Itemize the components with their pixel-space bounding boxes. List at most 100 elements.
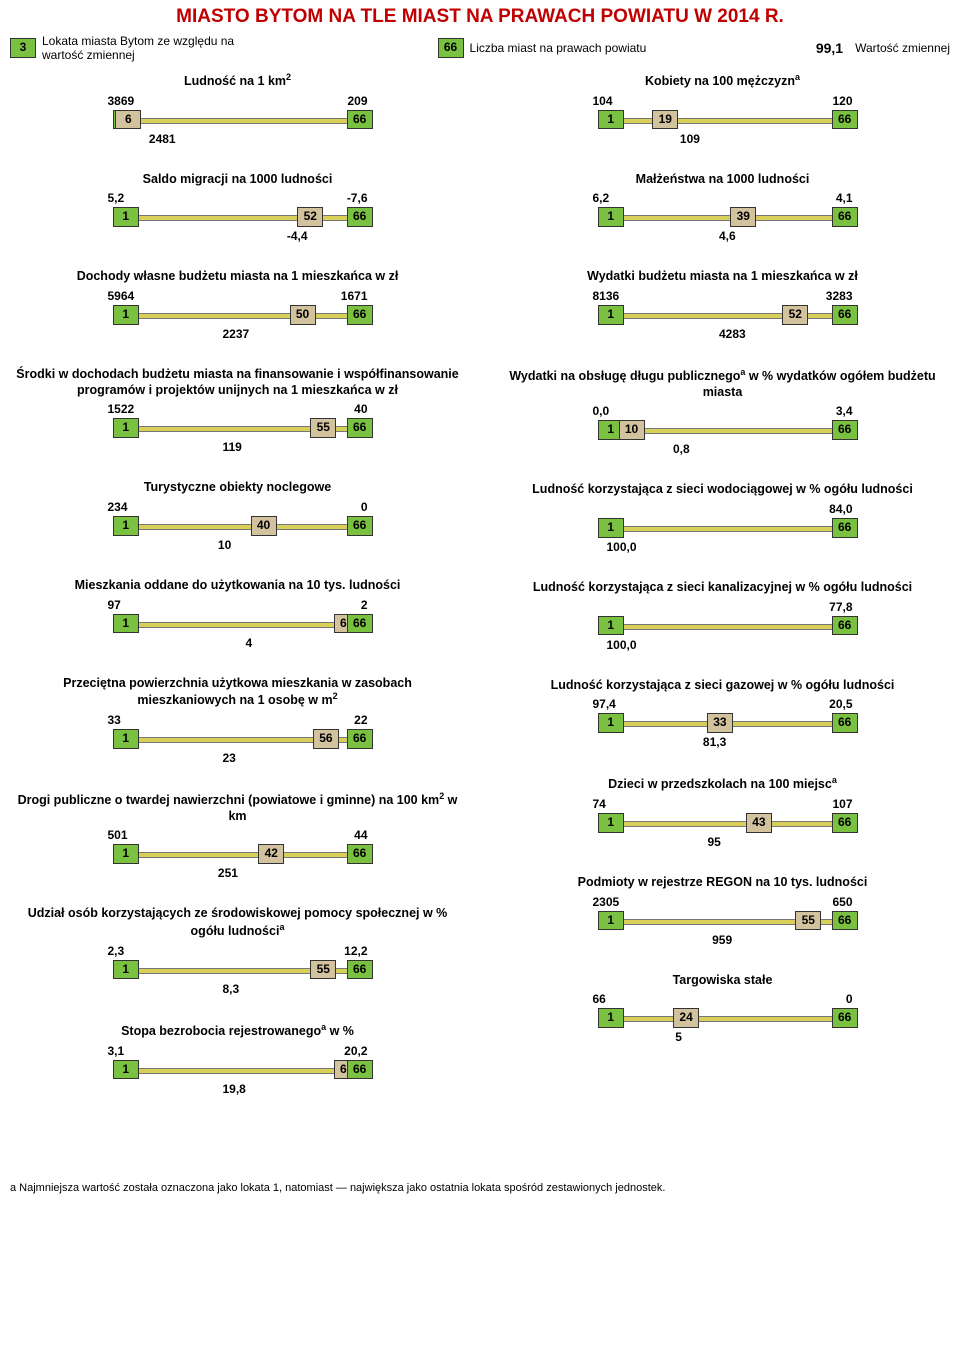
indicator: Targowiska stałe660124665 [495, 973, 950, 1045]
value-min: -7,6 [347, 191, 368, 205]
rank-box: 43 [746, 813, 772, 833]
value-mid: 8,3 [108, 982, 368, 996]
value-max: 3869 [108, 94, 135, 108]
rank-end-box: 66 [832, 110, 858, 130]
value-min: 84,0 [829, 502, 852, 516]
rank-end-box: 66 [832, 713, 858, 733]
rank-start-box: 1 [598, 518, 624, 538]
value-max: 234 [108, 500, 128, 514]
indicator-title: Dochody własne budżetu miasta na 1 miesz… [10, 269, 465, 285]
rank-start-box: 1 [598, 713, 624, 733]
value-mid: 2237 [108, 327, 368, 341]
rank-box: 55 [795, 911, 821, 931]
indicator-title: Ludność korzystająca z sieci kanalizacyj… [495, 580, 950, 596]
value-max: 97,4 [593, 697, 616, 711]
indicator-title: Saldo migracji na 1000 ludności [10, 172, 465, 188]
rank-box: 55 [310, 960, 336, 980]
value-mid: 959 [593, 933, 853, 947]
indicator: Małżeństwa na 1000 ludności6,24,1139664,… [495, 172, 950, 244]
rank-start-box: 1 [598, 110, 624, 130]
rank-start-box: 1 [113, 729, 139, 749]
value-mid: 0,8 [593, 442, 853, 456]
rank-start-box: 1 [598, 305, 624, 325]
indicator-title: Ludność korzystająca z sieci wodociągowe… [495, 482, 950, 498]
rank-box: 52 [782, 305, 808, 325]
value-max: 5964 [108, 289, 135, 303]
value-min: 22 [354, 713, 367, 727]
value-mid: 119 [108, 440, 368, 454]
indicator: Ludność korzystająca z sieci gazowej w %… [495, 678, 950, 750]
value-max: 6,2 [593, 191, 610, 205]
indicator-title: Ludność korzystająca z sieci gazowej w %… [495, 678, 950, 694]
value-max: 66 [593, 992, 606, 1006]
rank-box: 50 [290, 305, 316, 325]
value-max: 1522 [108, 402, 135, 416]
rank-start-box: 1 [598, 813, 624, 833]
value-min: 120 [832, 94, 852, 108]
indicator: Udział osób korzystających ze środowisko… [10, 906, 465, 995]
legend-row: 3 Lokata miasta Bytom ze względu na wart… [10, 34, 950, 62]
rank-end-box: 66 [832, 420, 858, 440]
value-mid: 4,6 [593, 229, 853, 243]
rank-end-box: 66 [832, 305, 858, 325]
rank-end-box: 66 [832, 207, 858, 227]
value-mid: 19,8 [108, 1082, 368, 1096]
rank-box: 52 [297, 207, 323, 227]
indicator-title: Udział osób korzystających ze środowisko… [10, 906, 465, 939]
indicator-title: Targowiska stałe [495, 973, 950, 989]
legend-value: 99,1 [816, 40, 843, 56]
left-column: Ludność na 1 km2386920916662481Saldo mig… [10, 72, 465, 1122]
indicator: Ludność na 1 km2386920916662481 [10, 72, 465, 146]
indicator: Wydatki na obsługę długu publicznegoa w … [495, 367, 950, 456]
value-max: 2305 [593, 895, 620, 909]
value-max: 104 [593, 94, 613, 108]
indicator: Dochody własne budżetu miasta na 1 miesz… [10, 269, 465, 341]
rank-end-box: 66 [347, 418, 373, 438]
indicator: Podmioty w rejestrze REGON na 10 tys. lu… [495, 875, 950, 947]
rank-start-box: 1 [598, 616, 624, 636]
indicator: Wydatki budżetu miasta na 1 mieszkańca w… [495, 269, 950, 341]
rank-end-box: 66 [347, 207, 373, 227]
value-max: 0,0 [593, 404, 610, 418]
indicator-title: Wydatki na obsługę długu publicznegoa w … [495, 367, 950, 400]
indicator-title: Mieszkania oddane do użytkowania na 10 t… [10, 578, 465, 594]
value-min: 209 [347, 94, 367, 108]
indicator-title: Stopa bezrobocia rejestrowanegoa w % [10, 1022, 465, 1040]
value-mid: 23 [108, 751, 368, 765]
value-min: 3,4 [836, 404, 853, 418]
value-min: 3283 [826, 289, 853, 303]
value-min: 0 [846, 992, 853, 1006]
indicator: Kobiety na 100 mężczyzna10412011966109 [495, 72, 950, 146]
value-min: 20,2 [344, 1044, 367, 1058]
rank-end-box: 66 [347, 614, 373, 634]
rank-box: 55 [310, 418, 336, 438]
rank-end-box: 66 [347, 729, 373, 749]
rank-box: 10 [619, 420, 645, 440]
rank-start-box: 1 [113, 305, 139, 325]
rank-end-box: 66 [832, 1008, 858, 1028]
legend-total-box: 66 [438, 38, 464, 58]
value-max: 97 [108, 598, 121, 612]
rank-end-box: 66 [347, 960, 373, 980]
indicator: Ludność korzystająca z sieci wodociągowe… [495, 482, 950, 554]
value-mid: 4283 [593, 327, 853, 341]
rank-end-box: 66 [347, 1060, 373, 1080]
value-min: 650 [832, 895, 852, 909]
indicator-title: Małżeństwa na 1000 ludności [495, 172, 950, 188]
value-min: 20,5 [829, 697, 852, 711]
value-mid: 100,0 [593, 540, 853, 554]
rank-box: 24 [673, 1008, 699, 1028]
indicator: Dzieci w przedszkolach na 100 miejsca741… [495, 775, 950, 849]
indicator: Ludność korzystająca z sieci kanalizacyj… [495, 580, 950, 652]
value-max: 33 [108, 713, 121, 727]
rank-start-box: 1 [113, 207, 139, 227]
rank-box: 56 [313, 729, 339, 749]
rank-start-box: 1 [113, 418, 139, 438]
value-min: 107 [832, 797, 852, 811]
value-mid: 100,0 [593, 638, 853, 652]
page-title: MIASTO BYTOM NA TLE MIAST NA PRAWACH POW… [10, 6, 950, 28]
rank-box: 33 [707, 713, 733, 733]
legend-rank-text: Lokata miasta Bytom ze względu na wartoś… [42, 34, 272, 62]
value-mid: 81,3 [593, 735, 853, 749]
value-mid: 95 [593, 835, 853, 849]
